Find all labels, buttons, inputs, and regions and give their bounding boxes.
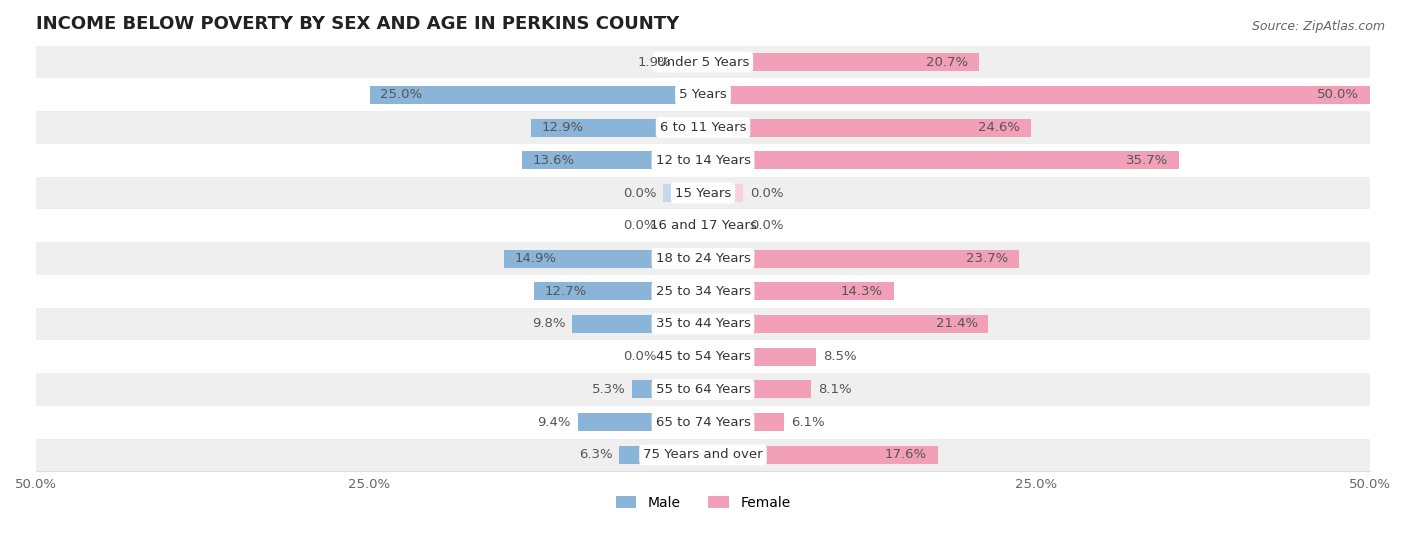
Bar <box>534 282 703 300</box>
Text: 35 to 44 Years: 35 to 44 Years <box>655 318 751 330</box>
Bar <box>664 217 703 235</box>
Text: 12.9%: 12.9% <box>541 121 583 134</box>
Text: 15 Years: 15 Years <box>675 187 731 200</box>
Bar <box>37 210 1369 242</box>
Text: 6 to 11 Years: 6 to 11 Years <box>659 121 747 134</box>
Text: 65 to 74 Years: 65 to 74 Years <box>655 416 751 429</box>
Text: 25 to 34 Years: 25 to 34 Years <box>655 285 751 298</box>
Text: 13.6%: 13.6% <box>533 154 575 167</box>
Text: 0.0%: 0.0% <box>749 187 783 200</box>
Text: INCOME BELOW POVERTY BY SEX AND AGE IN PERKINS COUNTY: INCOME BELOW POVERTY BY SEX AND AGE IN P… <box>37 15 679 33</box>
Bar <box>37 78 1369 111</box>
Text: 5.3%: 5.3% <box>592 383 626 396</box>
Text: 12.7%: 12.7% <box>544 285 586 298</box>
Bar <box>703 446 938 464</box>
Bar <box>505 249 703 268</box>
Text: 1.9%: 1.9% <box>637 55 671 69</box>
Text: 16 and 17 Years: 16 and 17 Years <box>650 219 756 232</box>
Bar <box>37 111 1369 144</box>
Legend: Male, Female: Male, Female <box>610 490 796 515</box>
Bar <box>703 151 1180 169</box>
Text: 0.0%: 0.0% <box>749 219 783 232</box>
Text: 5 Years: 5 Years <box>679 88 727 101</box>
Bar <box>703 348 817 366</box>
Bar <box>572 315 703 333</box>
Text: Under 5 Years: Under 5 Years <box>657 55 749 69</box>
Bar <box>37 406 1369 439</box>
Bar <box>522 151 703 169</box>
Bar <box>703 53 979 71</box>
Text: 14.9%: 14.9% <box>515 252 557 265</box>
Text: 12 to 14 Years: 12 to 14 Years <box>655 154 751 167</box>
Bar <box>703 381 811 399</box>
Bar <box>619 446 703 464</box>
Bar <box>37 307 1369 340</box>
Bar <box>703 217 742 235</box>
Bar <box>703 86 1369 104</box>
Text: 18 to 24 Years: 18 to 24 Years <box>655 252 751 265</box>
Bar <box>664 348 703 366</box>
Bar <box>37 373 1369 406</box>
Text: 24.6%: 24.6% <box>979 121 1021 134</box>
Text: 45 to 54 Years: 45 to 54 Years <box>655 350 751 363</box>
Text: 75 Years and over: 75 Years and over <box>643 448 763 462</box>
Text: 0.0%: 0.0% <box>623 187 657 200</box>
Bar <box>37 275 1369 307</box>
Text: 55 to 64 Years: 55 to 64 Years <box>655 383 751 396</box>
Text: Source: ZipAtlas.com: Source: ZipAtlas.com <box>1251 20 1385 32</box>
Text: 21.4%: 21.4% <box>935 318 977 330</box>
Bar <box>37 340 1369 373</box>
Bar <box>37 144 1369 177</box>
Bar <box>578 413 703 431</box>
Text: 8.1%: 8.1% <box>818 383 852 396</box>
Bar <box>633 381 703 399</box>
Bar <box>703 413 785 431</box>
Bar <box>703 184 742 202</box>
Text: 50.0%: 50.0% <box>1317 88 1360 101</box>
Text: 6.3%: 6.3% <box>579 448 612 462</box>
Bar <box>703 282 894 300</box>
Text: 0.0%: 0.0% <box>623 219 657 232</box>
Text: 35.7%: 35.7% <box>1126 154 1168 167</box>
Bar <box>37 177 1369 210</box>
Text: 9.8%: 9.8% <box>531 318 565 330</box>
Bar <box>678 53 703 71</box>
Text: 17.6%: 17.6% <box>884 448 927 462</box>
Text: 23.7%: 23.7% <box>966 252 1008 265</box>
Bar <box>37 46 1369 78</box>
Bar <box>703 315 988 333</box>
Bar <box>37 242 1369 275</box>
Bar <box>664 184 703 202</box>
Text: 14.3%: 14.3% <box>841 285 883 298</box>
Bar <box>531 119 703 136</box>
Bar <box>37 439 1369 471</box>
Text: 6.1%: 6.1% <box>792 416 825 429</box>
Bar <box>370 86 703 104</box>
Bar <box>703 119 1031 136</box>
Bar <box>703 249 1019 268</box>
Text: 20.7%: 20.7% <box>927 55 969 69</box>
Text: 0.0%: 0.0% <box>623 350 657 363</box>
Text: 8.5%: 8.5% <box>823 350 856 363</box>
Text: 9.4%: 9.4% <box>537 416 571 429</box>
Text: 25.0%: 25.0% <box>380 88 422 101</box>
